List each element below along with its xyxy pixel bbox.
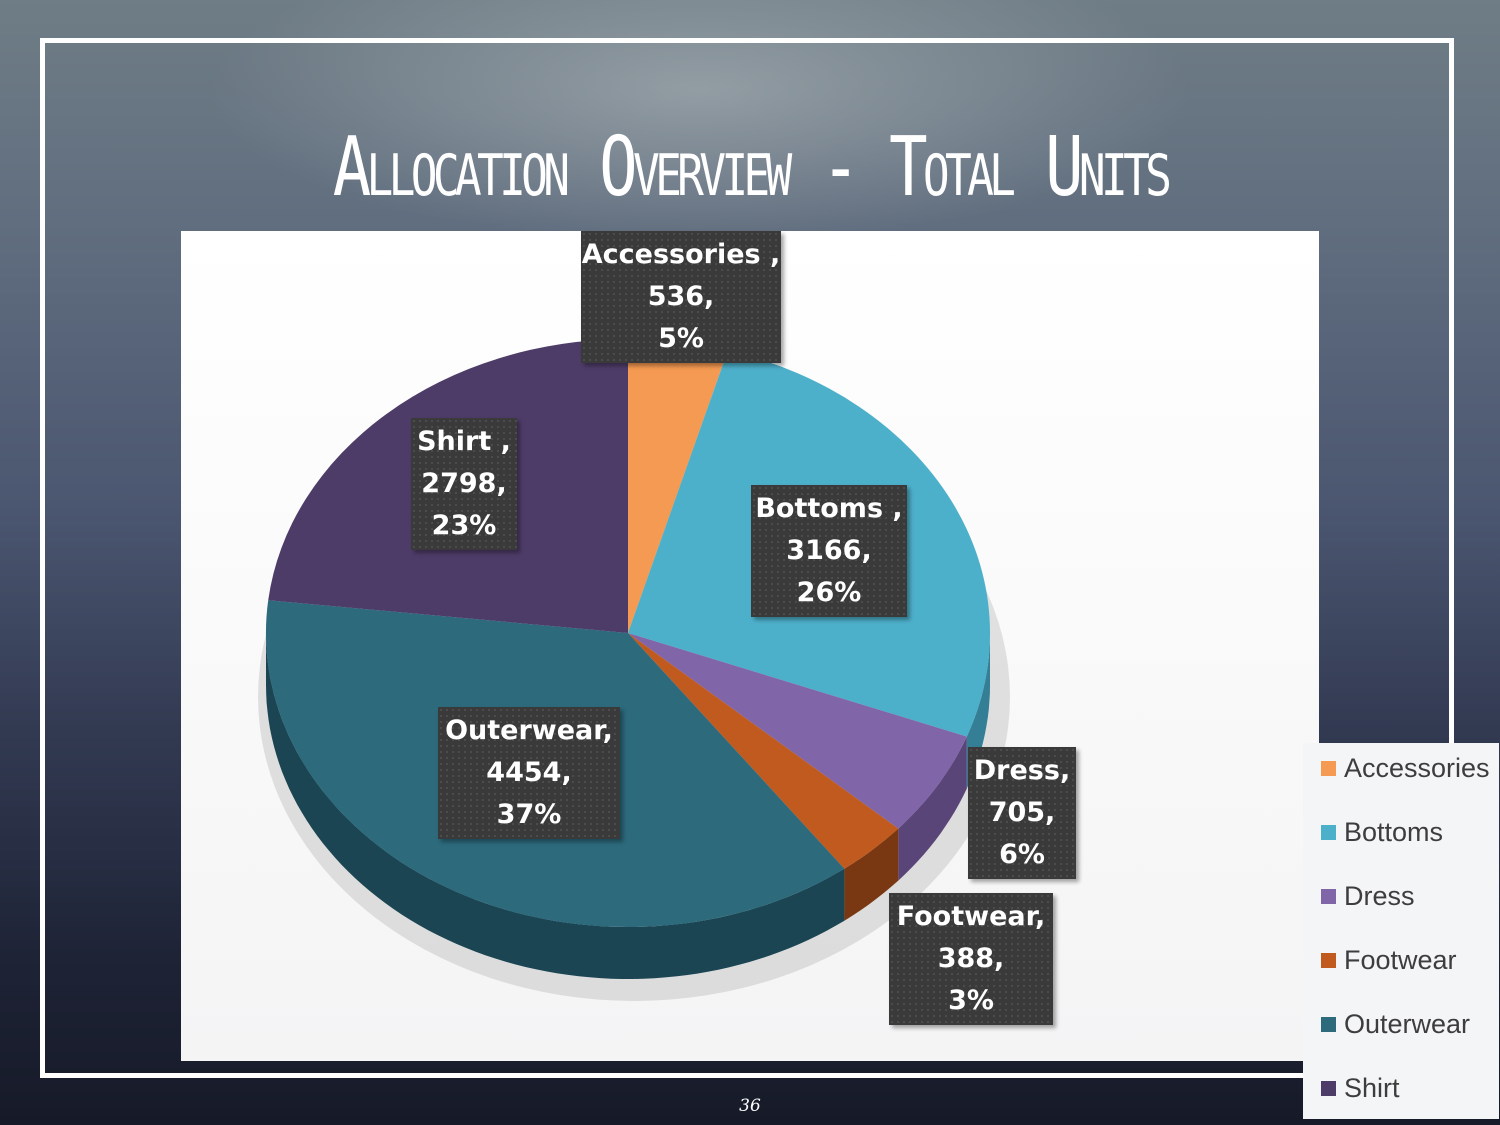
data-label-bottoms: Bottoms , 3166, 26% (751, 485, 907, 617)
data-label-line: Accessories , (581, 239, 781, 270)
data-label-line: 388, (937, 943, 1005, 974)
data-label-line: Outerwear, (445, 715, 613, 746)
legend-item-bottoms: Bottoms (1321, 817, 1443, 847)
legend-item-outerwear: Outerwear (1321, 1009, 1470, 1039)
legend-swatch (1321, 824, 1336, 840)
data-label-line: 3166, (786, 535, 872, 566)
legend-item-footwear: Footwear (1321, 945, 1457, 975)
legend-label: Accessories (1344, 752, 1490, 783)
data-label-outerwear: Outerwear, 4454, 37% (438, 707, 620, 839)
pie-slice-accessories (628, 339, 728, 633)
data-label-line: 23% (431, 510, 497, 541)
page-number: 36 (739, 1096, 761, 1116)
data-label-line: 6% (999, 839, 1045, 870)
pie-slice-footwear (628, 633, 899, 869)
legend-swatch (1321, 1080, 1336, 1096)
data-label-line: Footwear, (896, 901, 1046, 932)
chart-legend: Accessories Bottoms Dress Footwear Outer… (1303, 743, 1499, 1119)
legend-label: Bottoms (1344, 816, 1444, 847)
pie-slices (265, 339, 991, 928)
data-label-shirt: Shirt , 2798, 23% (411, 418, 517, 550)
legend-item-accessories: Accessories (1321, 753, 1490, 783)
slide-title: Allocation Overview - Total Units (332, 120, 1172, 215)
legend-label: Outerwear (1344, 1008, 1471, 1039)
data-label-line: 5% (658, 323, 704, 354)
legend-item-shirt: Shirt (1321, 1073, 1400, 1103)
data-label-line: 37% (496, 799, 562, 830)
slide-frame (40, 38, 1454, 1078)
data-label-line: 705, (988, 797, 1056, 828)
chart-panel: Accessories , 536, 5% Bottoms , 3166, 26% Dres… (181, 231, 1499, 1119)
legend-swatch (1321, 888, 1336, 904)
data-label-dress: Dress, 705, 6% (968, 747, 1076, 879)
data-label-footwear: Footwear, 388, 3% (889, 893, 1053, 1025)
data-label-line: Bottoms , (755, 493, 903, 524)
pie-side-outerwear (266, 633, 845, 979)
data-label-line: Dress, (973, 755, 1071, 786)
data-label-line: 2798, (421, 468, 507, 499)
data-label-line: 536, (647, 281, 715, 312)
legend-swatch (1321, 952, 1336, 968)
legend-label: Footwear (1344, 944, 1457, 975)
data-label-line: 26% (796, 577, 862, 608)
data-label-line: Shirt , (417, 426, 511, 457)
data-label-line: 4454, (486, 757, 572, 788)
pie-side-dress (898, 736, 967, 881)
data-label-accessories: Accessories , 536, 5% (581, 231, 781, 363)
legend-swatch (1321, 760, 1336, 776)
legend-swatch (1321, 1016, 1336, 1032)
legend-label: Shirt (1344, 1072, 1400, 1103)
pie-side-footwear (844, 828, 899, 921)
legend-item-dress: Dress (1321, 881, 1415, 911)
pie-slice-dress (628, 633, 967, 829)
legend-label: Dress (1344, 880, 1415, 911)
data-label-line: 3% (948, 985, 994, 1016)
